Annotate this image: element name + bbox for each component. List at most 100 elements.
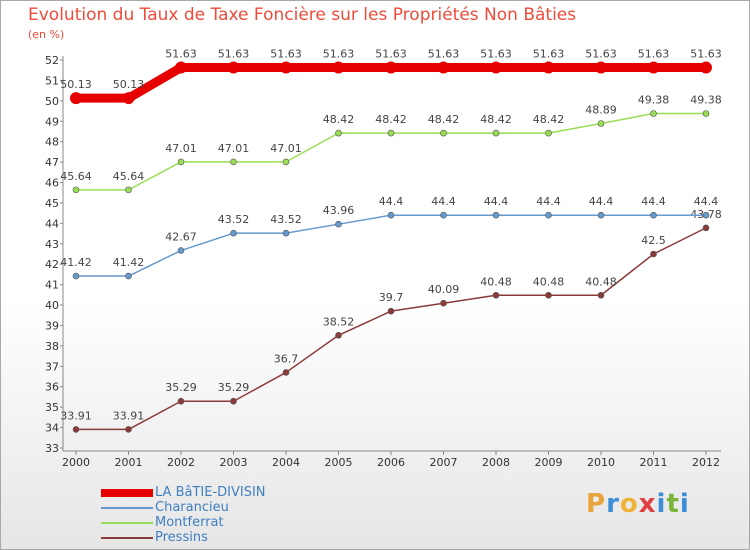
data-label: 41.42	[113, 256, 145, 269]
x-tick-label: 2008	[482, 456, 510, 469]
data-point	[385, 61, 397, 74]
data-label: 40.09	[428, 283, 460, 296]
x-tick-label: 2001	[115, 456, 143, 469]
data-point	[700, 61, 712, 74]
data-label: 51.63	[638, 48, 670, 61]
data-point	[545, 129, 552, 137]
data-point	[492, 211, 500, 219]
logo-letter: r	[606, 489, 620, 519]
data-point	[440, 299, 447, 307]
data-point	[282, 369, 290, 376]
y-tick-label: 47	[45, 156, 59, 169]
logo-letter: i	[656, 489, 667, 519]
logo-letter: o	[619, 489, 639, 519]
data-point	[230, 229, 237, 237]
data-point	[545, 291, 552, 299]
data-point	[125, 186, 132, 194]
legend-label: Montferrat	[155, 515, 224, 530]
data-point	[702, 224, 710, 232]
chart-title: Evolution du Taux de Taxe Foncière sur l…	[28, 5, 577, 25]
data-point	[122, 92, 135, 105]
data-point	[702, 110, 710, 117]
data-label: 44.4	[641, 195, 666, 208]
data-label: 50.13	[60, 78, 92, 91]
data-point	[492, 291, 500, 299]
data-label: 44.4	[536, 195, 561, 208]
logo-letter: t	[666, 489, 680, 519]
y-tick-label: 37	[45, 360, 59, 373]
y-tick-label: 38	[45, 340, 59, 353]
data-point	[650, 110, 657, 117]
data-point	[335, 129, 342, 137]
data-label: 44.4	[484, 195, 509, 208]
series-3: 33.91 33.91 35.29 35.29 36.7 38.52 39.7 40.09 40…	[60, 208, 722, 433]
data-point	[72, 272, 80, 280]
data-point	[545, 211, 552, 219]
logo-letter: i	[679, 489, 690, 519]
x-tick-label: 2007	[430, 456, 458, 469]
legend-swatch	[101, 521, 153, 524]
legend-swatch	[101, 506, 153, 509]
data-point	[387, 211, 395, 219]
data-label: 44.4	[431, 195, 456, 208]
data-label: 48.42	[375, 113, 407, 126]
data-point	[650, 211, 657, 219]
y-tick-label: 49	[45, 115, 59, 128]
legend-label: LA BâTIE-DIVISIN	[155, 485, 266, 500]
data-label: 35.29	[165, 381, 197, 394]
y-tick-label: 33	[45, 442, 59, 455]
x-tick-label: 2009	[535, 456, 563, 469]
data-label: 48.89	[585, 104, 617, 117]
data-label: 51.63	[375, 48, 407, 61]
data-point	[597, 211, 605, 219]
y-tick-label: 44	[45, 217, 59, 230]
data-label: 38.52	[323, 315, 355, 328]
y-tick-label: 42	[45, 258, 59, 271]
data-label: 40.48	[585, 275, 617, 288]
data-point	[282, 229, 290, 237]
data-label: 35.29	[218, 381, 250, 394]
y-tick-label: 51	[45, 74, 59, 87]
legend-label: Charancieu	[155, 500, 229, 515]
x-tick-label: 2003	[220, 456, 248, 469]
data-point	[125, 272, 132, 280]
data-point	[650, 250, 657, 258]
data-point	[282, 158, 290, 166]
series-line	[76, 214, 706, 277]
data-point	[335, 331, 342, 339]
data-label: 44.4	[589, 195, 614, 208]
axes: 33 34 35 36 37 38 39 40 41 42 43 44 45 46 47 48 49 50 51 52…	[45, 54, 721, 469]
brand-logo: Proxiti	[586, 489, 690, 519]
data-point	[542, 61, 555, 74]
data-point	[175, 61, 187, 74]
data-label: 48.42	[428, 113, 460, 126]
data-point	[702, 211, 710, 219]
data-label: 48.42	[533, 113, 565, 126]
unit-label: (en %)	[28, 28, 65, 41]
data-point	[595, 61, 607, 74]
data-point	[492, 129, 500, 137]
data-label: 48.42	[323, 113, 355, 126]
data-label: 33.91	[60, 409, 92, 422]
series-1: 41.42 41.42 42.67 43.52 43.52 43.96 44.4 44.4 44…	[60, 195, 718, 280]
data-label: 40.48	[480, 275, 512, 288]
data-point	[177, 158, 185, 166]
y-tick-label: 46	[45, 177, 59, 190]
logo-letter: P	[586, 489, 607, 519]
data-label: 51.63	[690, 48, 722, 61]
data-label: 51.63	[165, 48, 197, 61]
data-label: 42.67	[165, 231, 197, 244]
data-point	[72, 426, 80, 433]
data-point	[177, 247, 185, 254]
legend-item: Pressins	[101, 530, 266, 545]
x-tick-label: 2012	[692, 456, 720, 469]
data-label: 51.63	[533, 48, 565, 61]
data-label: 39.7	[379, 291, 404, 304]
x-tick-label: 2011	[640, 456, 668, 469]
data-point	[230, 397, 237, 405]
data-label: 45.64	[60, 170, 92, 183]
data-point	[70, 92, 82, 105]
logo-letter: x	[638, 489, 657, 519]
